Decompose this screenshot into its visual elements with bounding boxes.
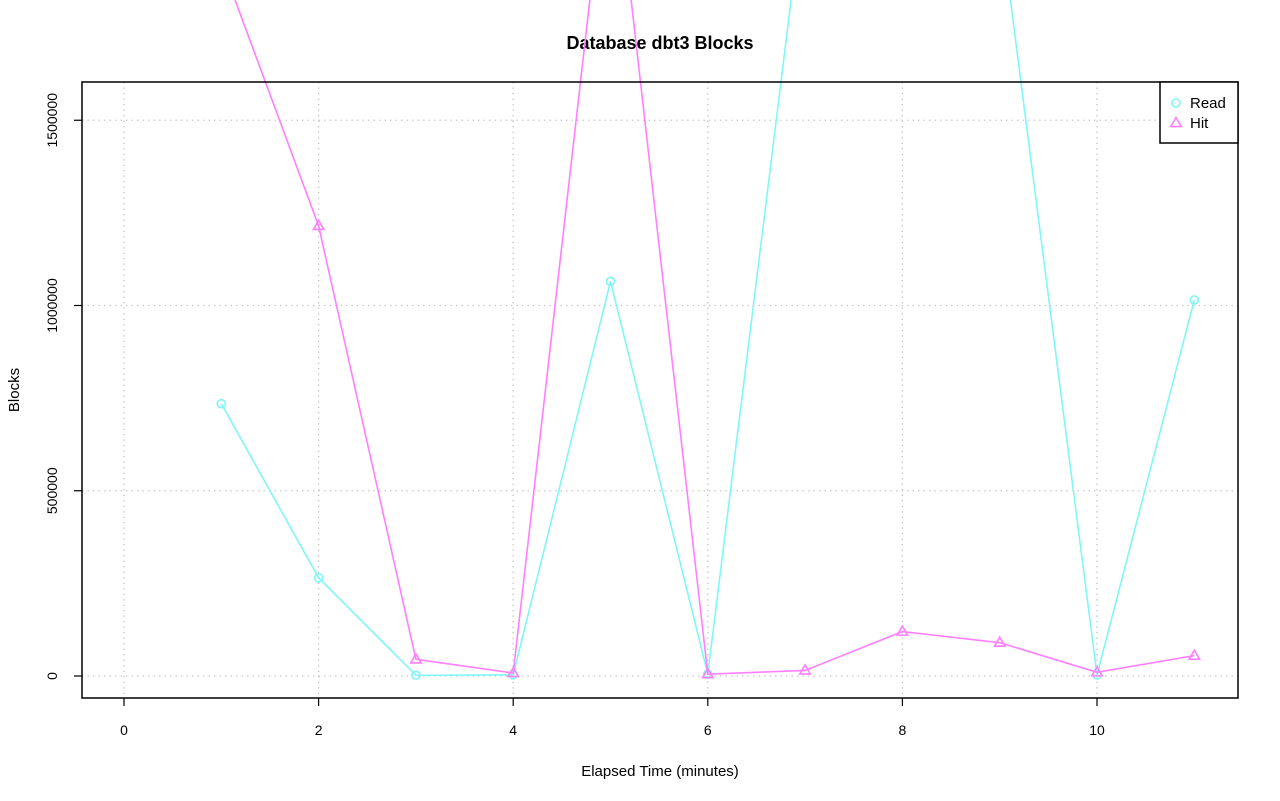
data-point-hit [506, 665, 520, 678]
data-point-read [1189, 295, 1200, 305]
data-point-read [411, 670, 421, 681]
grid [82, 82, 1238, 698]
data-point-read [605, 276, 616, 287]
x-axis: 0 2 4 6 8 10 [120, 698, 1105, 738]
series-line-hit [234, 0, 1195, 675]
y-axis-label: Blocks [6, 368, 23, 412]
x-tick-label: 6 [704, 722, 712, 738]
data-point-hit [311, 218, 326, 231]
series-line-read [220, 0, 1196, 677]
x-tick-label: 4 [509, 722, 517, 738]
legend: Read Hit [1159, 81, 1239, 144]
y-tick-label: 1500000 [44, 93, 60, 148]
x-tick-label: 10 [1089, 722, 1105, 738]
plot-frame [81, 81, 1239, 699]
legend-marker-read [1171, 98, 1181, 108]
y-axis: 0500000100000015000002000000250000030000… [44, 93, 82, 680]
legend-label-read: Read [1190, 95, 1226, 112]
chart-title: Database dbt3 Blocks [566, 33, 753, 53]
data-point-read [313, 573, 324, 583]
data-point-hit [798, 663, 812, 675]
legend-box [1159, 81, 1239, 144]
x-axis-label: Elapsed Time (minutes) [581, 763, 739, 780]
x-tick-label: 8 [899, 722, 907, 738]
data-point-hit [1187, 648, 1201, 660]
data-point-read [216, 398, 227, 409]
data-point-hit [993, 635, 1007, 648]
data-point-hit [895, 624, 910, 636]
x-tick-label: 0 [120, 722, 128, 738]
legend-label-hit: Hit [1190, 115, 1209, 132]
x-tick-label: 2 [315, 722, 323, 738]
legend-marker-hit [1169, 115, 1183, 128]
data-point-hit [701, 667, 715, 679]
data-point-hit [409, 652, 423, 664]
series-layer [216, 0, 1201, 681]
y-tick-label: 500000 [44, 467, 60, 514]
data-point-hit [1090, 665, 1104, 677]
series-hit [234, 0, 1201, 679]
y-tick-label: 0 [44, 672, 60, 680]
y-tick-label: 1000000 [44, 278, 60, 333]
